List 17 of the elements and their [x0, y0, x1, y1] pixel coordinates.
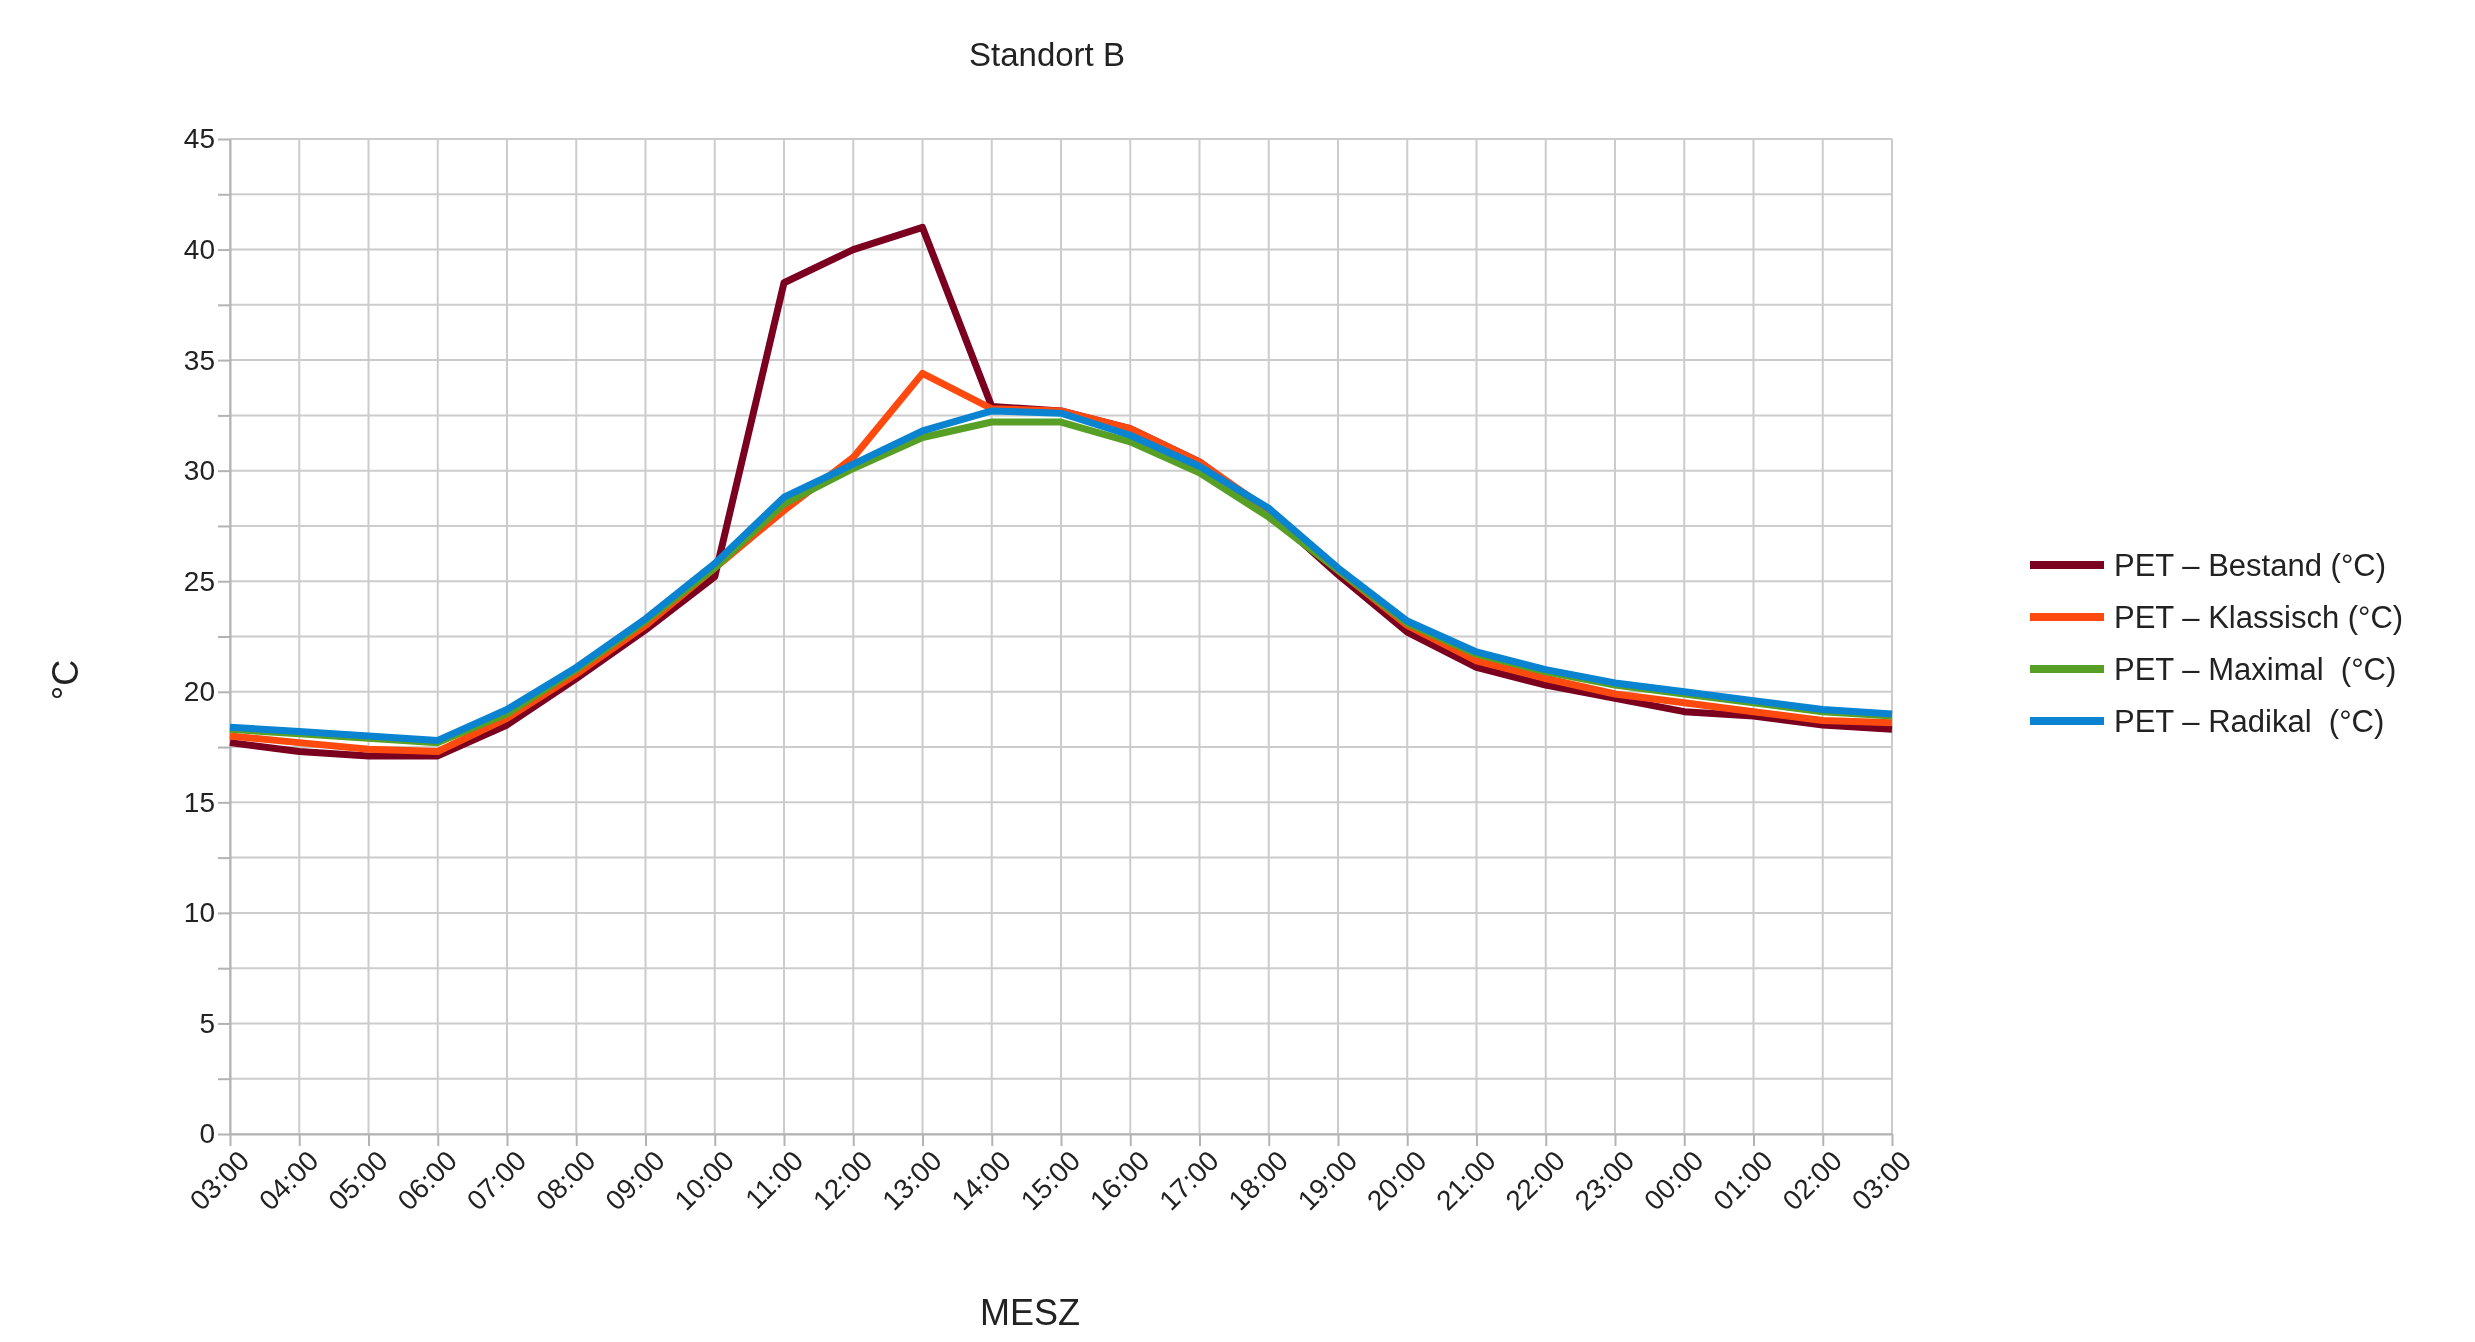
y-tick-label: 20: [183, 676, 215, 708]
chart-title: Standort B: [969, 36, 1125, 73]
y-tick-label: 40: [183, 234, 215, 266]
legend-label: PET – Bestand (°C): [2114, 548, 2386, 583]
legend-label: PET – Maximal (°C): [2114, 652, 2397, 687]
x-axis-title: MESZ: [979, 1292, 1081, 1333]
y-tick-label: 35: [183, 344, 215, 376]
legend-label: PET – Radikal (°C): [2114, 704, 2385, 739]
y-tick-label: 0: [199, 1118, 215, 1150]
y-tick-label: 10: [183, 897, 215, 929]
y-axis-title: °C: [45, 659, 86, 701]
legend-label: PET – Klassisch (°C): [2114, 600, 2404, 635]
y-tick-label: 5: [199, 1007, 215, 1039]
y-tick-label: 45: [183, 123, 215, 155]
y-tick-label: 15: [183, 786, 215, 818]
y-tick-label: 30: [183, 455, 215, 487]
y-tick-label: 25: [183, 565, 215, 597]
